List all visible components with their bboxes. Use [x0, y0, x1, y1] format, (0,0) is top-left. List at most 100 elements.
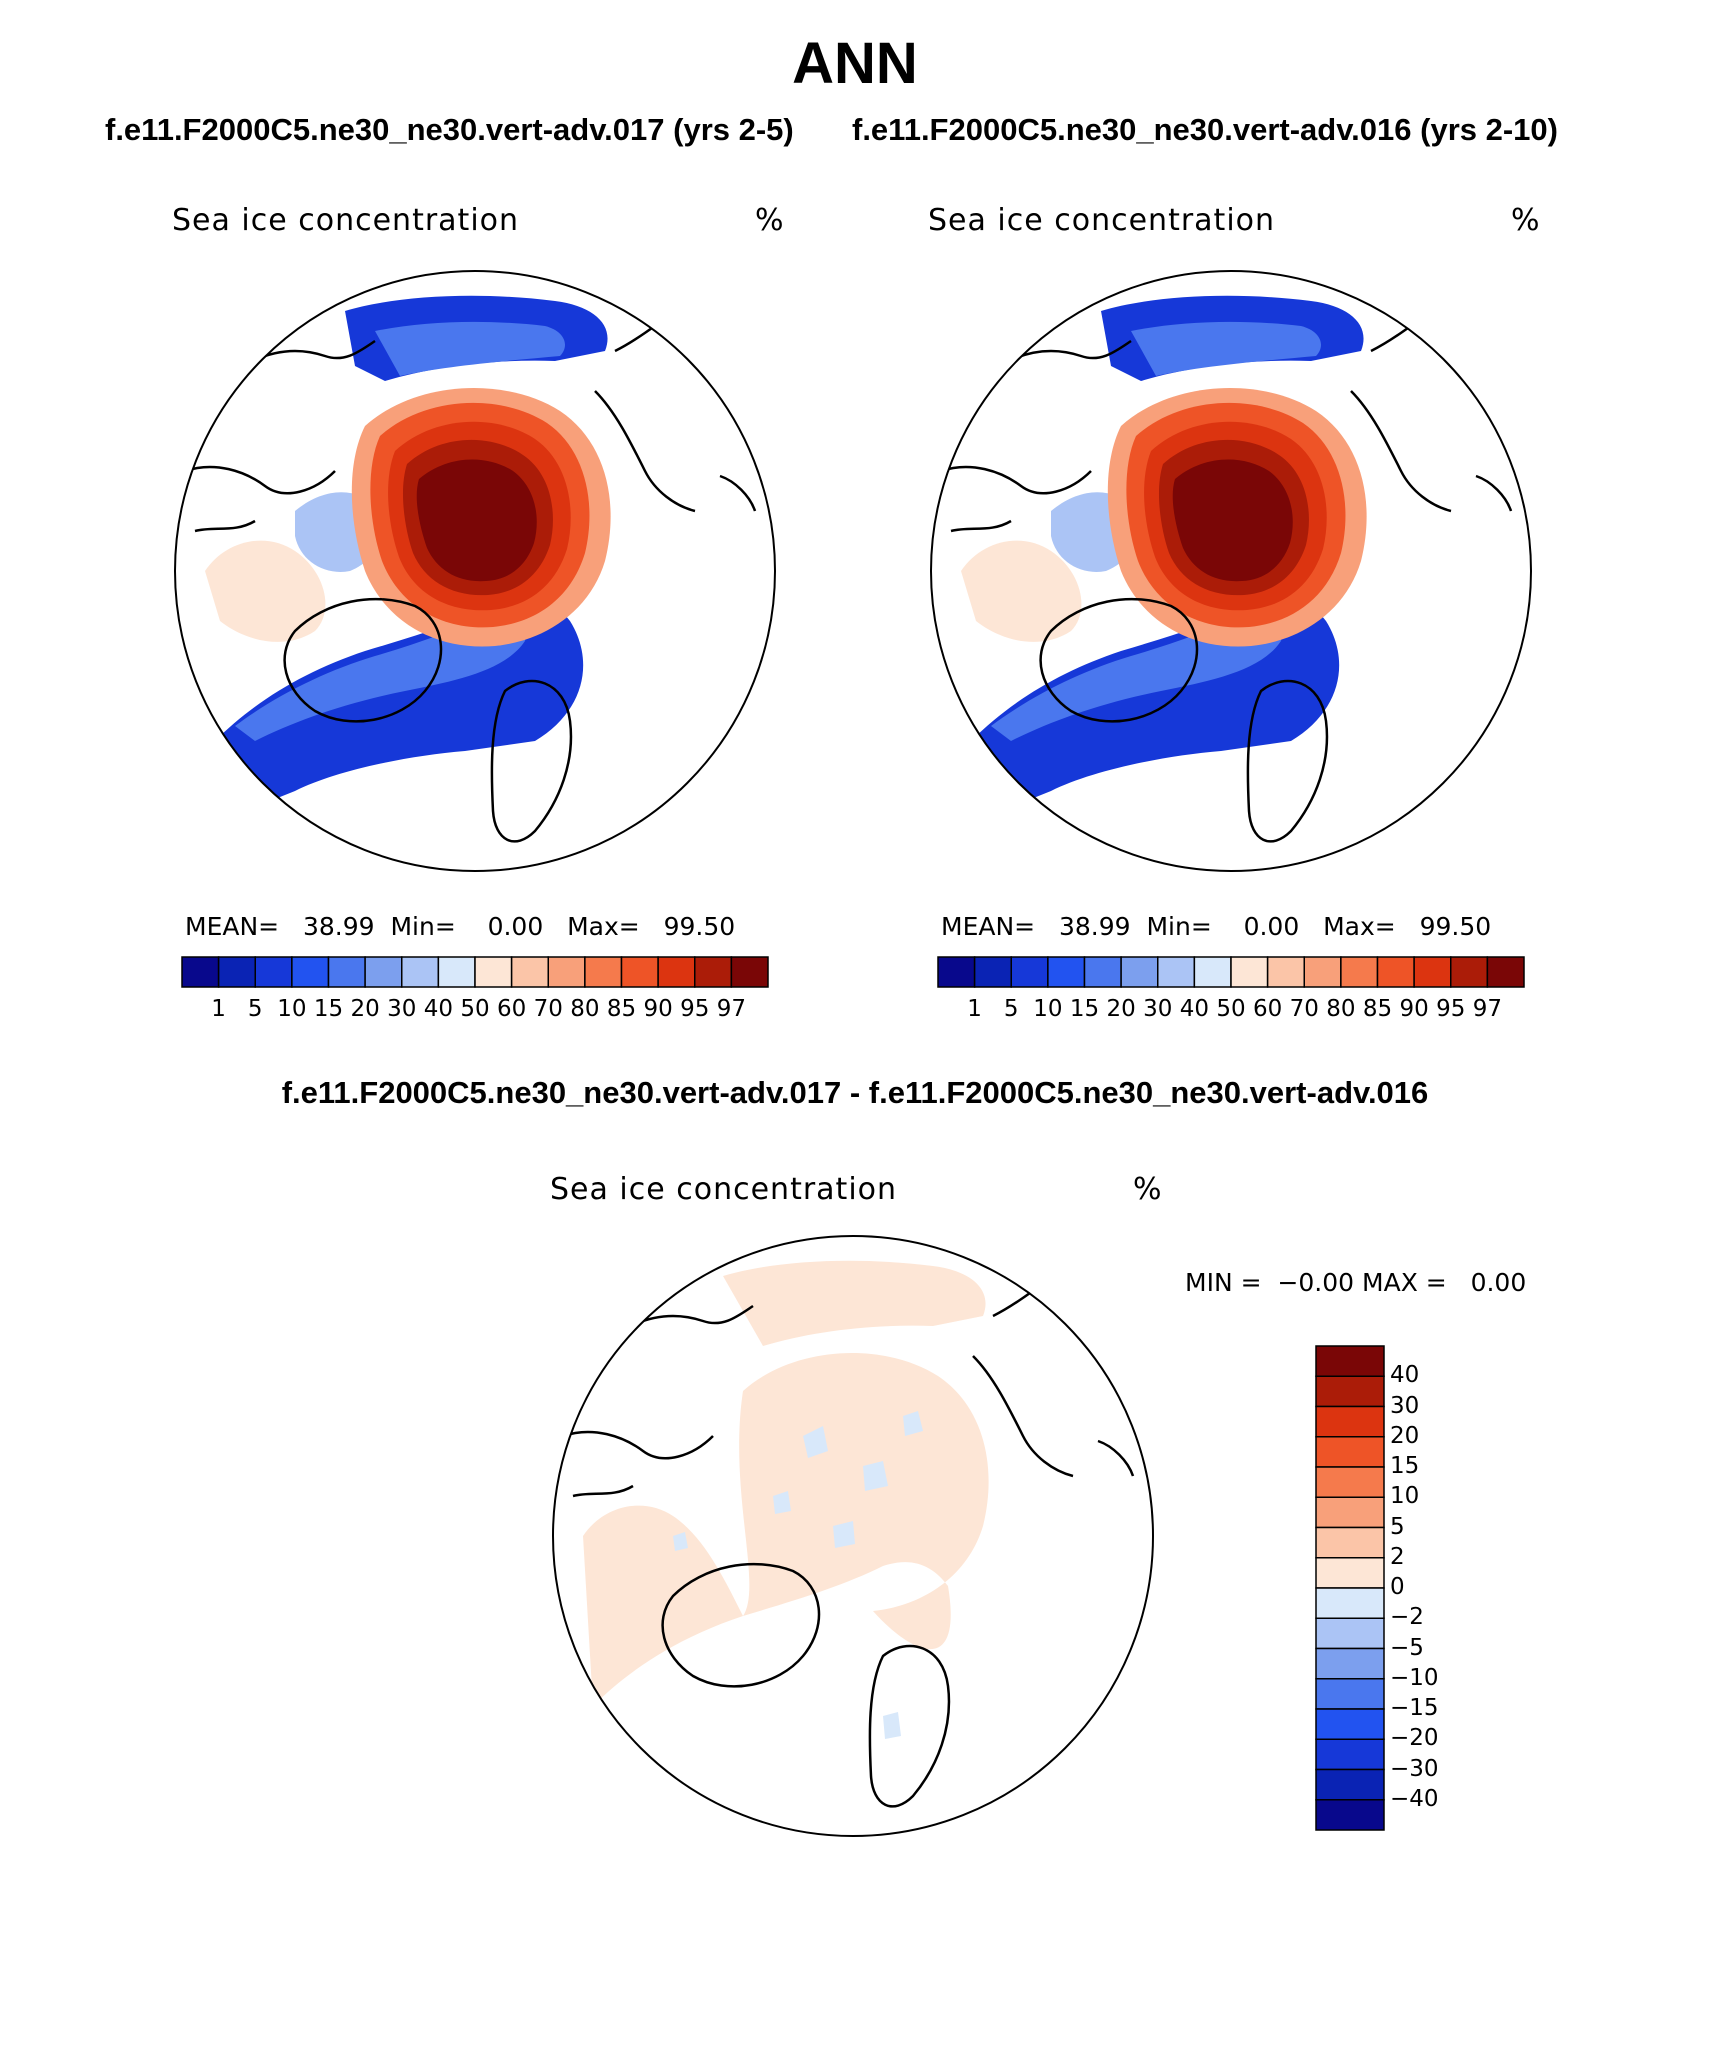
colorbar-tick-label: −15	[1390, 1695, 1439, 1721]
colorbar-tick-label: 95	[680, 996, 710, 1022]
colorbar-tick-label: 0	[1390, 1574, 1405, 1600]
panel3-units-label: %	[1133, 1172, 1163, 1207]
colorbar-tick-label: −2	[1390, 1604, 1424, 1631]
colorbar-swatch	[327, 956, 366, 988]
colorbar-swatch	[1083, 956, 1122, 988]
panel2-polar-map	[930, 270, 1532, 872]
colorbar-swatch	[1315, 1375, 1385, 1408]
colorbar-swatch	[437, 956, 476, 988]
colorbar-swatch	[1047, 956, 1086, 988]
colorbar-swatch	[1120, 956, 1159, 988]
colorbar-tick-label: 40	[423, 996, 454, 1022]
panel2-colorbar	[937, 956, 1525, 988]
colorbar-tick-label: 5	[1390, 1513, 1405, 1540]
colorbar-swatch	[1303, 956, 1342, 988]
kamchatka-outline	[719, 474, 757, 512]
colorbar-tick-label: 30	[1143, 996, 1173, 1022]
colorbar-tick-label: 20	[350, 996, 380, 1022]
colorbar-swatch	[1315, 1405, 1385, 1438]
ice-pacific-mid	[375, 321, 565, 376]
colorbar-swatch	[1266, 956, 1305, 988]
colorbar-tick-label: 70	[533, 996, 563, 1022]
colorbar-swatch	[1315, 1526, 1385, 1559]
colorbar-swatch	[1315, 1345, 1385, 1377]
colorbar-tick-label: 70	[1289, 996, 1319, 1022]
panel3-variable-label: Sea ice concentration	[550, 1172, 898, 1207]
colorbar-swatch	[730, 956, 769, 988]
siberia-coast-outline	[594, 309, 696, 513]
diff-colorbar	[1315, 1345, 1385, 1831]
case2-title: f.e11.F2000C5.ne30_ne30.vert-adv.016 (yr…	[852, 112, 1558, 147]
colorbar-swatch	[973, 956, 1012, 988]
colorbar-tick-label: 15	[313, 996, 344, 1022]
colorbar-swatch	[291, 956, 330, 988]
colorbar-tick-label: 85	[606, 996, 637, 1022]
colorbar-swatch	[1315, 1436, 1385, 1468]
colorbar-tick-label: 10	[1033, 996, 1063, 1022]
colorbar-swatch	[657, 956, 696, 988]
colorbar-swatch	[364, 956, 403, 988]
colorbar-swatch	[1157, 956, 1196, 988]
colorbar-swatch	[1230, 956, 1269, 988]
colorbar-tick-label: 1	[211, 996, 226, 1022]
colorbar-swatch	[474, 956, 513, 988]
colorbar-swatch	[510, 956, 549, 988]
colorbar-tick-label: 90	[1399, 996, 1429, 1022]
panel1-variable-label: Sea ice concentration	[172, 203, 520, 238]
panel2-stats: MEAN= 38.99 Min= 0.00 Max= 99.50	[941, 912, 1492, 941]
colorbar-tick-label: 60	[1252, 996, 1283, 1022]
colorbar-swatch	[1315, 1557, 1385, 1589]
colorbar-tick-label: 10	[1390, 1483, 1420, 1510]
colorbar-tick-label: 2	[1390, 1543, 1405, 1570]
colorbar-swatch	[1315, 1617, 1385, 1650]
colorbar-tick-label: 20	[1106, 996, 1136, 1022]
colorbar-swatch	[254, 956, 293, 988]
colorbar-swatch	[937, 956, 976, 988]
colorbar-tick-label: 1	[967, 996, 982, 1022]
panel1-units-label: %	[755, 203, 785, 238]
page-title: ANN	[792, 31, 918, 96]
colorbar-tick-label: 30	[1390, 1392, 1420, 1419]
panel1-polar-map	[174, 270, 776, 872]
ice-max	[416, 459, 537, 582]
colorbar-swatch	[547, 956, 586, 988]
diff-field	[583, 1260, 989, 1706]
colorbar-tick-label: 40	[1390, 1362, 1420, 1389]
colorbar-tick-label: 20	[1390, 1422, 1420, 1449]
colorbar-tick-label: −20	[1390, 1725, 1439, 1752]
colorbar-swatch	[1315, 1466, 1385, 1498]
colorbar-swatch	[1315, 1768, 1385, 1801]
colorbar-tick-label: 5	[247, 996, 263, 1022]
ice-hudson	[205, 540, 326, 642]
canada-coast-outline	[184, 465, 336, 533]
colorbar-tick-label: 40	[1179, 996, 1210, 1022]
colorbar-swatch	[1315, 1799, 1385, 1831]
panel2-units-label: %	[1511, 203, 1541, 238]
colorbar-swatch	[1315, 1708, 1385, 1740]
scandinavia-outline	[490, 679, 573, 843]
diff-polar-map	[552, 1235, 1154, 1837]
colorbar-swatch	[620, 956, 659, 988]
colorbar-tick-label: 15	[1069, 996, 1100, 1022]
colorbar-swatch	[181, 956, 220, 988]
panel1-stats: MEAN= 38.99 Min= 0.00 Max= 99.50	[185, 912, 736, 941]
colorbar-tick-label: 10	[277, 996, 307, 1022]
colorbar-tick-label: 50	[1216, 996, 1246, 1022]
panel1-colorbar-labels: 1 5 10 15 20 30 40 50 60 70 80 85 90 95 97	[182, 996, 768, 1026]
colorbar-swatch	[401, 956, 440, 988]
greenland-outline	[283, 597, 443, 723]
colorbar-tick-label: −10	[1390, 1664, 1439, 1691]
colorbar-swatch	[1315, 1738, 1385, 1771]
colorbar-swatch	[1450, 956, 1489, 988]
colorbar-tick-label: 5	[1003, 996, 1019, 1022]
colorbar-swatch	[1376, 956, 1415, 988]
panel2-colorbar-labels: 1 5 10 15 20 30 40 50 60 70 80 85 90 95 97	[938, 996, 1524, 1026]
colorbar-tick-label: 50	[460, 996, 490, 1022]
colorbar-tick-label: 80	[570, 996, 600, 1022]
colorbar-swatch	[1315, 1678, 1385, 1710]
colorbar-tick-label: 60	[496, 996, 527, 1022]
diff-title: f.e11.F2000C5.ne30_ne30.vert-adv.017 - f…	[281, 1075, 1429, 1110]
case1-title: f.e11.F2000C5.ne30_ne30.vert-adv.017 (yr…	[105, 112, 794, 147]
colorbar-tick-label: 97	[1472, 996, 1503, 1022]
map-boundary	[174, 270, 776, 872]
